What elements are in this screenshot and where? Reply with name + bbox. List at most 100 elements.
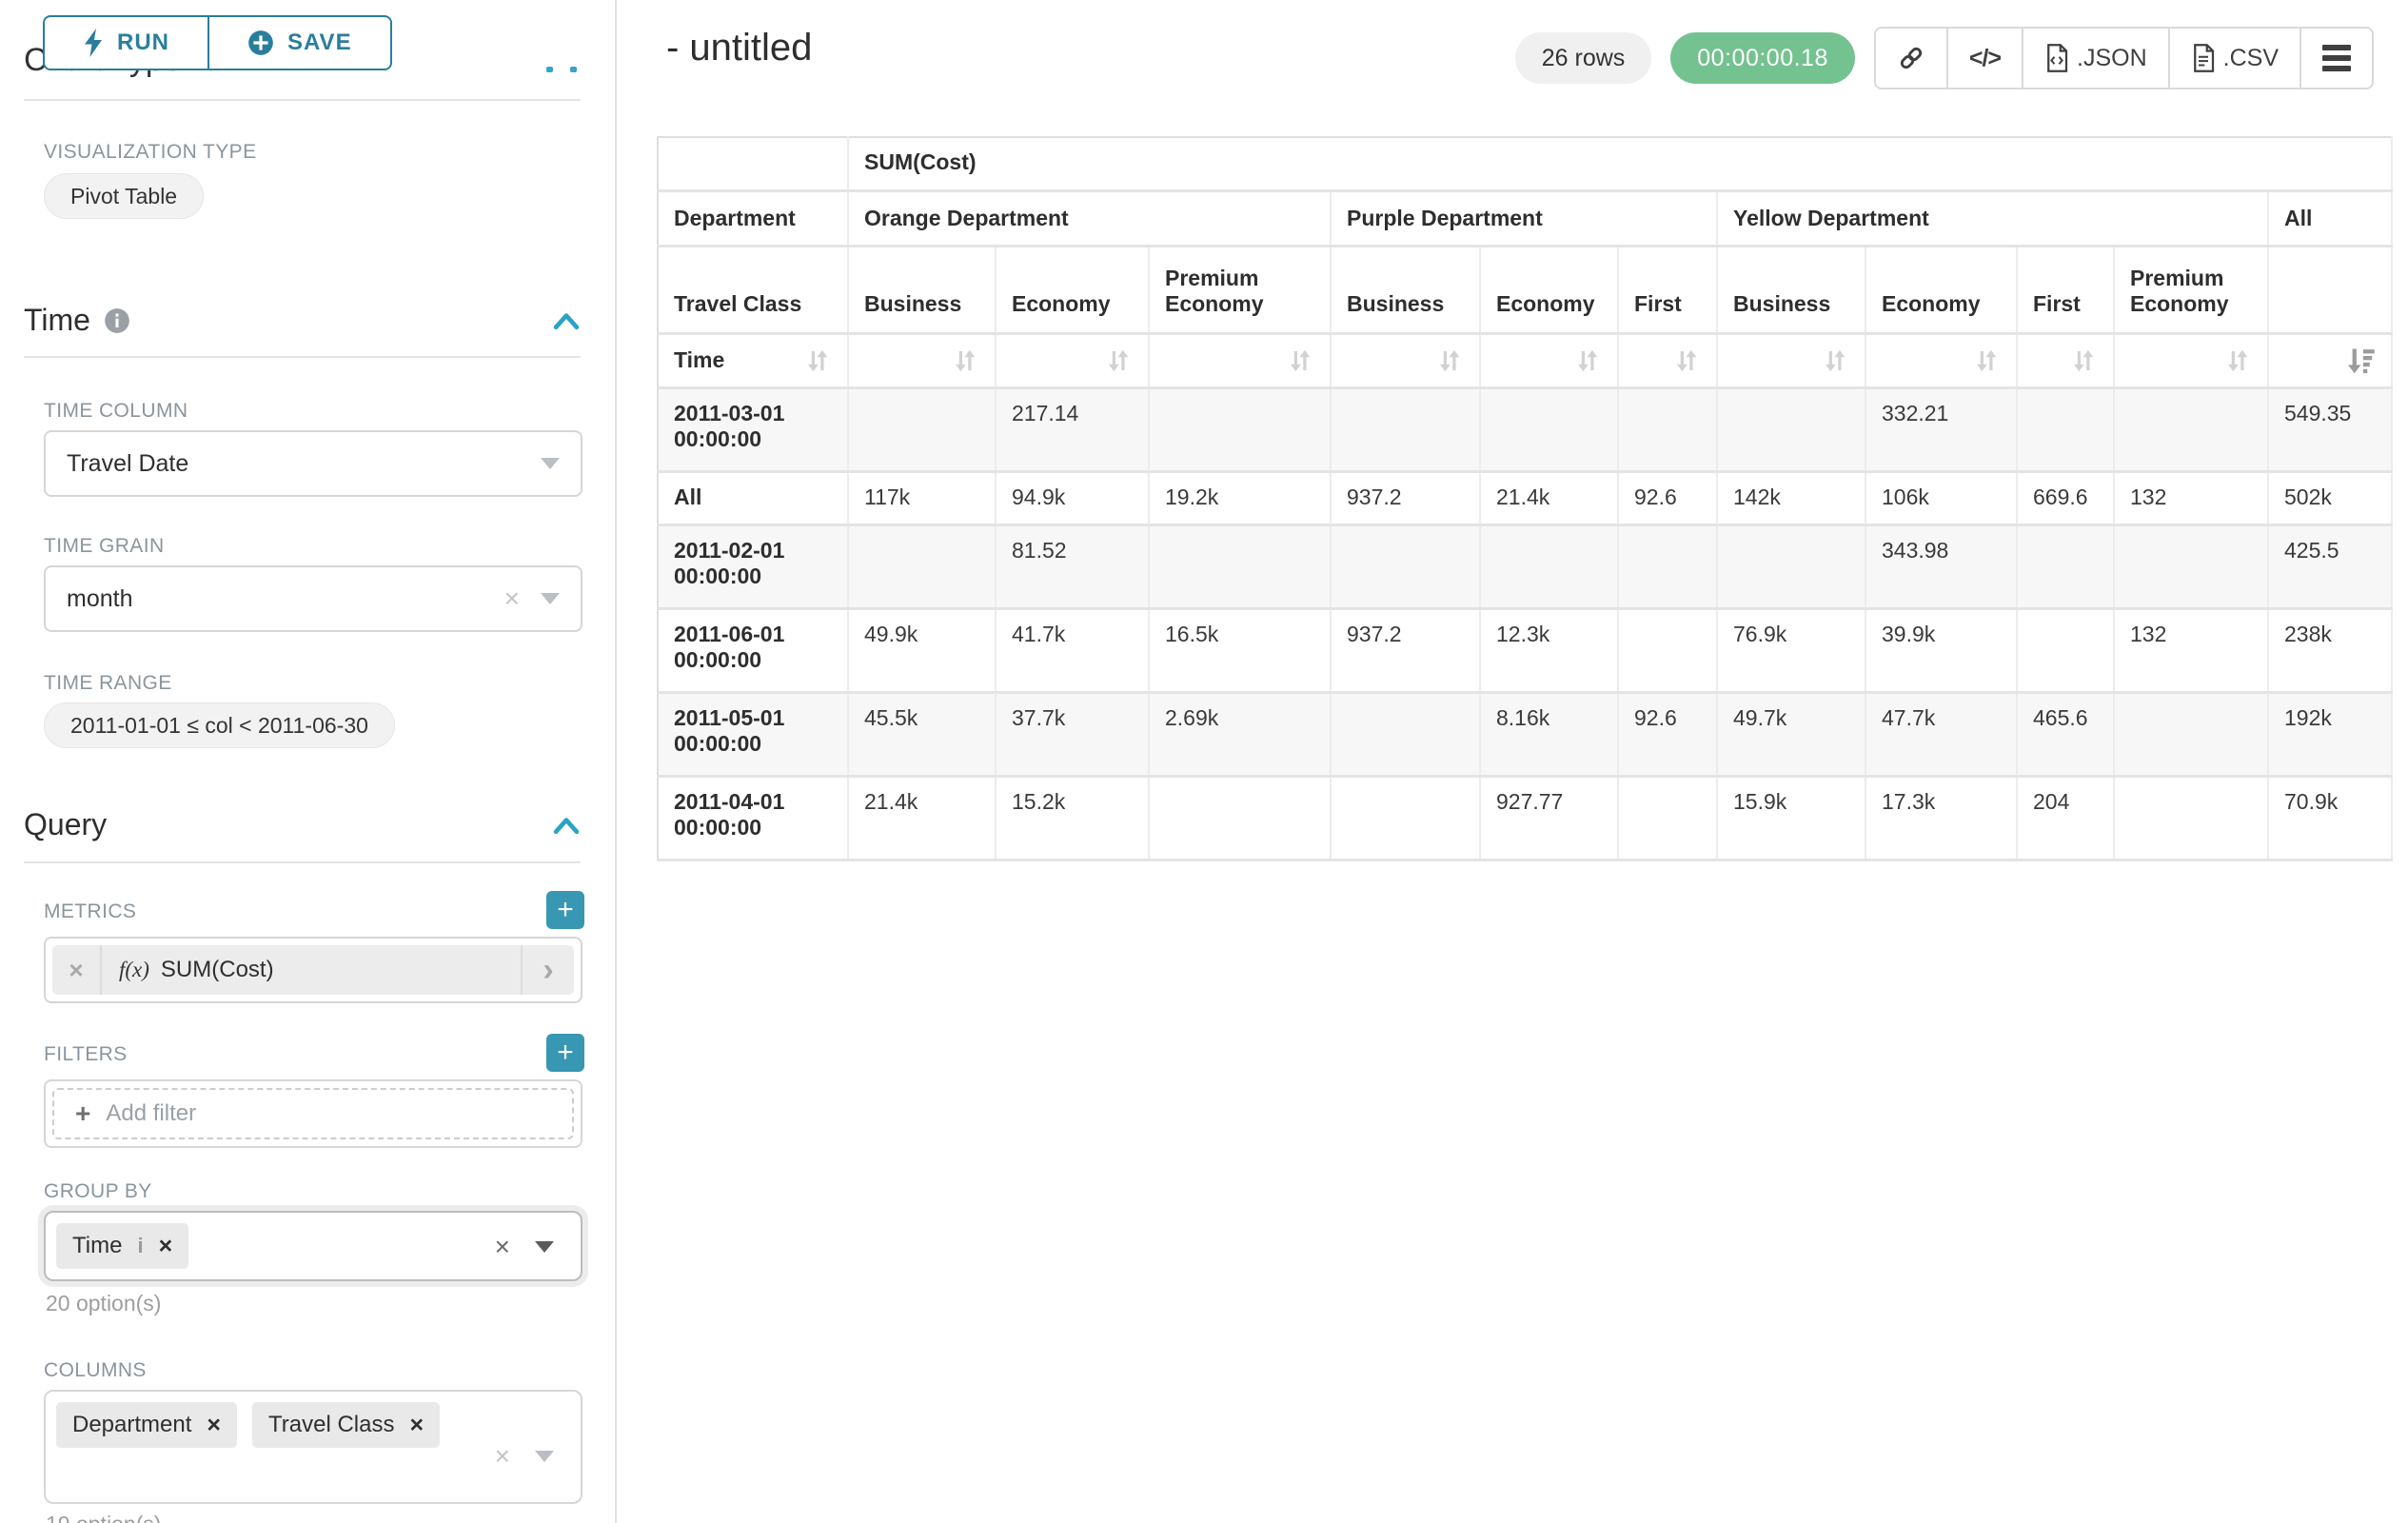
time-grain-value: month (67, 584, 133, 612)
pivot-column-header: Economy (996, 246, 1150, 335)
pivot-column-header: Economy (1865, 246, 2018, 335)
chevron-up-icon[interactable] (552, 815, 581, 836)
pivot-group-header: Yellow Department (1717, 190, 2269, 247)
sort-button[interactable] (1331, 333, 1481, 389)
columns-select[interactable]: Department × Travel Class × × (44, 1390, 582, 1504)
link-icon (1900, 47, 1922, 69)
metrics-control: × f(x) SUM(Cost) › (44, 937, 582, 1003)
time-grain-select[interactable]: month × (44, 565, 582, 632)
pivot-cell (2114, 524, 2269, 610)
pivot-cell: 12.3k (1480, 608, 1619, 694)
chevron-right-icon[interactable]: › (521, 945, 574, 995)
time-column-label: TIME COLUMN (44, 400, 188, 422)
pivot-cell: 142k (1717, 471, 1866, 526)
lightning-icon (85, 29, 102, 57)
pivot-row-label: All (658, 471, 849, 526)
sort-button[interactable] (996, 333, 1150, 389)
pivot-cell (1331, 776, 1481, 861)
panel-resize-dots-icon[interactable] (546, 67, 577, 72)
save-button[interactable]: SAVE (207, 15, 392, 70)
pivot-cell: 19.2k (1149, 471, 1332, 526)
pivot-cell: 425.5 (2268, 524, 2393, 610)
sort-button[interactable] (848, 333, 997, 389)
sort-button[interactable] (1480, 333, 1619, 389)
group-by-select[interactable]: Time i × × (44, 1211, 582, 1281)
pivot-subdimension-header: Travel Class (658, 246, 849, 335)
sort-button[interactable] (1717, 333, 1866, 389)
visualization-type-pill[interactable]: Pivot Table (44, 173, 205, 219)
panel-divider[interactable] (615, 0, 617, 1523)
clear-icon[interactable]: × (494, 1232, 510, 1261)
pivot-cell: 502k (2268, 471, 2393, 526)
columns-options-hint: 19 option(s) (46, 1512, 161, 1523)
metric-pill[interactable]: × f(x) SUM(Cost) › (52, 945, 574, 995)
remove-pill-icon[interactable]: × (409, 1411, 424, 1438)
pivot-column-header (2268, 246, 2393, 335)
pivot-time-header[interactable]: Time (658, 333, 849, 389)
time-column-select[interactable]: Travel Date (44, 430, 582, 497)
remove-pill-icon[interactable]: × (207, 1411, 221, 1438)
sort-button[interactable] (1865, 333, 2018, 389)
query-status-toolbar: 26 rows 00:00:00.18 </> .JSON (1514, 27, 2374, 89)
pivot-column-header: Economy (1480, 246, 1619, 335)
filters-label: FILTERS (44, 1043, 128, 1065)
sort-button[interactable] (2114, 333, 2269, 389)
table-row: 2011-06-01 00:00:00 49.9k 41.7k 16.5k 937.2 1… (658, 608, 2393, 694)
sort-button[interactable] (1149, 333, 1332, 389)
pivot-cell: 92.6 (1618, 471, 1718, 526)
pivot-cell: 204 (2017, 776, 2115, 861)
share-link-button[interactable] (1875, 29, 1948, 88)
pivot-cell: 8.16k (1480, 692, 1619, 778)
sort-button[interactable] (2017, 333, 2115, 389)
code-icon: </> (1968, 44, 2002, 71)
remove-metric-icon[interactable]: × (52, 945, 102, 995)
pivot-row-label: 2011-05-01 00:00:00 (658, 692, 849, 778)
pivot-cell: 70.9k (2268, 776, 2393, 861)
pivot-cell (1717, 387, 1866, 473)
clear-icon[interactable]: × (494, 1441, 510, 1471)
table-row: 2011-05-01 00:00:00 45.5k 37.7k 2.69k 8.16k 9… (658, 692, 2393, 778)
menu-button[interactable] (2301, 29, 2372, 88)
pivot-corner-cell (658, 137, 849, 192)
pivot-cell: 343.98 (1865, 524, 2018, 610)
pivot-cell (2017, 524, 2115, 610)
run-button[interactable]: RUN (43, 15, 209, 70)
sort-arrows-icon (1578, 349, 1598, 371)
pivot-column-header: First (2017, 246, 2115, 335)
embed-code-button[interactable]: </> (1947, 29, 2024, 88)
time-section-header[interactable]: Time (24, 303, 581, 338)
sort-button-active[interactable] (2268, 333, 2393, 389)
chart-title[interactable]: - untitled (666, 27, 813, 69)
add-filter-button[interactable]: + (546, 1034, 584, 1072)
add-filter-dropzone[interactable]: + Add filter (52, 1088, 574, 1139)
metrics-label: METRICS (44, 900, 137, 922)
query-section-header[interactable]: Query (24, 807, 581, 842)
sort-button[interactable] (1618, 333, 1718, 389)
export-json-button[interactable]: .JSON (2023, 29, 2170, 88)
export-json-label: .JSON (2077, 44, 2147, 71)
remove-pill-icon[interactable]: × (158, 1232, 173, 1259)
sort-arrows-icon (1677, 349, 1697, 371)
add-filter-placeholder: Add filter (106, 1100, 197, 1126)
pivot-cell: 927.77 (1480, 776, 1619, 861)
pivot-column-header: Premium Economy (1149, 246, 1332, 335)
pivot-cell (2017, 608, 2115, 694)
pivot-cell (1618, 608, 1718, 694)
pivot-cell: 45.5k (848, 692, 997, 778)
columns-pill-travel-class[interactable]: Travel Class × (252, 1402, 441, 1448)
pivot-cell (1618, 524, 1718, 610)
group-by-pill-time[interactable]: Time i × (56, 1223, 189, 1269)
clear-icon[interactable]: × (503, 583, 520, 613)
export-csv-button[interactable]: .CSV (2169, 29, 2301, 88)
columns-pill-label: Travel Class (268, 1412, 395, 1437)
file-text-icon (2193, 44, 2214, 72)
time-range-pill[interactable]: 2011-01-01 ≤ col < 2011-06-30 (44, 702, 395, 748)
group-by-label: GROUP BY (44, 1180, 152, 1202)
pivot-cell (2017, 387, 2115, 473)
columns-pill-department[interactable]: Department × (56, 1402, 237, 1448)
pivot-cell: 15.2k (996, 776, 1150, 861)
pivot-column-header: First (1618, 246, 1718, 335)
table-row: 2011-04-01 00:00:00 21.4k 15.2k 927.77 15.9k… (658, 776, 2393, 861)
add-metric-button[interactable]: + (546, 891, 584, 929)
chevron-up-icon[interactable] (552, 310, 581, 331)
